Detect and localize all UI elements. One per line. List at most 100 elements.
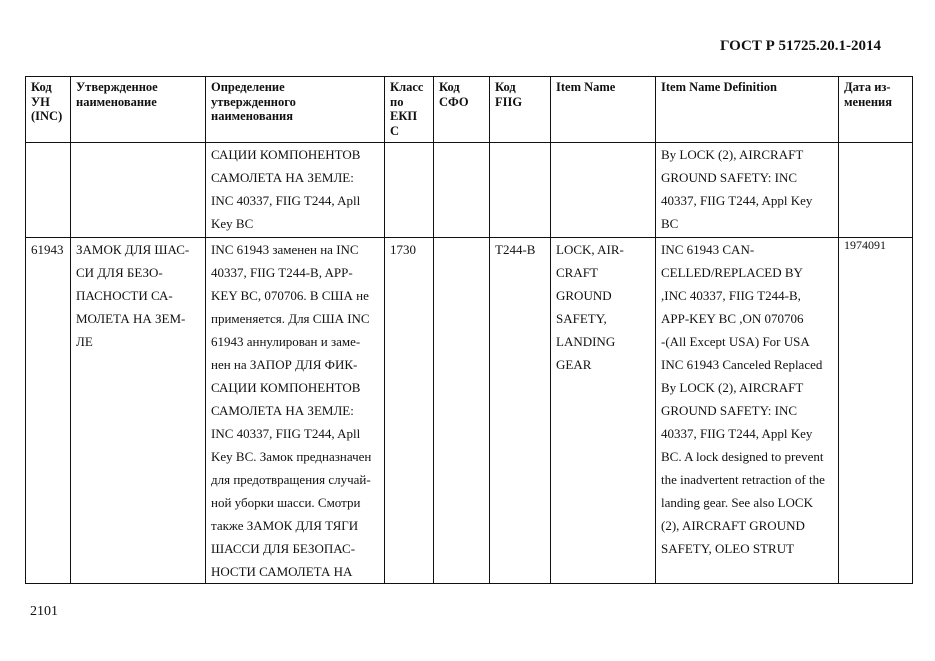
cell-change-date: 1974091: [838, 237, 913, 584]
cell-approved-name: ЗАМОК ДЛЯ ШАС- СИ ДЛЯ БЕЗО- ПАСНОСТИ СА- МО…: [70, 237, 206, 584]
cell-text: для предотвращения случай-: [211, 472, 371, 487]
cell-text: GEAR: [556, 357, 592, 372]
cell-text: INC 40337, FIIG T244, Apll: [211, 426, 361, 441]
header-text: СФО: [439, 94, 469, 109]
header-text: Код: [495, 80, 516, 94]
cell-text: САЦИИ КОМПОНЕНТОВ: [211, 147, 361, 162]
header-inc-code: Код УН (INC): [25, 76, 71, 143]
cell-text: INC 61943 CAN-: [661, 242, 755, 257]
header-text: ЕКП: [390, 109, 418, 123]
cell-class: 1730: [384, 237, 434, 584]
header-text: Класс: [390, 80, 424, 94]
header-sfo-code: Код СФО: [433, 76, 490, 143]
header-text: по: [390, 94, 404, 109]
cell-item-name-definition: By LOCK (2), AIRCRAFT GROUND SAFETY: INC 4…: [655, 142, 839, 238]
cell-text: KEY BC, 070706. В США не: [211, 288, 369, 303]
cell-text: INC 40337, FIIG T244, Apll: [211, 193, 361, 208]
cell-text: BC. A lock designed to prevent: [661, 449, 824, 464]
cell-item-name-definition: INC 61943 CAN- CELLED/REPLACED BY ,INC 403…: [655, 237, 839, 584]
cell-text: СИ ДЛЯ БЕЗО-: [76, 265, 163, 280]
cell-item-name: [550, 142, 656, 238]
header-text: УН: [31, 94, 50, 109]
cell-text: нен на ЗАПОР ДЛЯ ФИК-: [211, 357, 358, 372]
table-header-row: Код УН (INC) Утвержденное наименование Опреде…: [25, 76, 913, 143]
cell-text: САЦИИ КОМПОНЕНТОВ: [211, 380, 361, 395]
cell-text: SAFETY,: [556, 311, 607, 326]
header-text: Дата из-: [844, 80, 891, 94]
cell-text: GROUND: [556, 288, 612, 303]
cell-text: GROUND SAFETY: INC: [661, 170, 798, 185]
cell-text: 1730: [390, 242, 416, 257]
cell-name-definition: INC 61943 заменен на INC 40337, FIIG T244…: [205, 237, 385, 584]
cell-text: ной уборки шасси. Смотри: [211, 495, 361, 510]
cell-text: LANDING: [556, 334, 616, 349]
header-text: Определение: [211, 80, 285, 94]
cell-text: 40337, FIIG T244, Appl Key: [661, 426, 813, 441]
cell-sfo-code: [433, 142, 490, 238]
cell-text: By LOCK (2), AIRCRAFT: [661, 380, 804, 395]
cell-text: T244-B: [495, 242, 536, 257]
cell-text: ЛЕ: [76, 334, 93, 349]
cell-text: By LOCK (2), AIRCRAFT: [661, 147, 804, 162]
document-id: ГОСТ Р 51725.20.1-2014: [720, 38, 882, 54]
page-number: 2101: [30, 604, 58, 619]
cell-text: 61943 аннулирован и заме-: [211, 334, 361, 349]
cell-text: INC 61943 Canceled Replaced: [661, 357, 823, 372]
header-class: Класс по ЕКП С: [384, 76, 434, 143]
cell-text: INC 61943 заменен на INC: [211, 242, 359, 257]
cell-text: НОСТИ САМОЛЕТА НА: [211, 564, 353, 579]
cell-sfo-code: [433, 237, 490, 584]
cell-text: (2), AIRCRAFT GROUND: [661, 518, 805, 533]
cell-fiig-code: [489, 142, 551, 238]
cell-text: 61943: [31, 242, 64, 257]
cell-text: LOCK, AIR-: [556, 242, 624, 257]
header-text: Item Name Definition: [661, 80, 777, 94]
header-change-date: Дата из-менения: [838, 76, 913, 143]
cell-text: CELLED/REPLACED BY: [661, 265, 803, 280]
cell-class: [384, 142, 434, 238]
cell-text: САМОЛЕТА НА ЗЕМЛЕ:: [211, 170, 354, 185]
cell-text: the inadvertent retraction of the: [661, 472, 825, 487]
header-text: утвержденного: [211, 94, 296, 109]
cell-text: ПАСНОСТИ СА-: [76, 288, 173, 303]
header-text: (INC): [31, 109, 63, 123]
catalog-table: Код УН (INC) Утвержденное наименование Опреде…: [25, 76, 913, 584]
cell-text: также ЗАМОК ДЛЯ ТЯГИ: [211, 518, 359, 533]
header-item-name-definition: Item Name Definition: [655, 76, 839, 143]
cell-text: 1974091: [844, 238, 886, 252]
cell-text: 40337, FIIG T244-B, APP-: [211, 265, 353, 280]
header-text: наименования: [211, 109, 294, 123]
cell-text: САМОЛЕТА НА ЗЕМЛЕ:: [211, 403, 354, 418]
table-row: 61943 ЗАМОК ДЛЯ ШАС- СИ ДЛЯ БЕЗО- ПАСНОСТИ …: [25, 237, 913, 584]
cell-text: APP-KEY BC ,ON 070706: [661, 311, 804, 326]
cell-text: -(All Except USA) For USA: [661, 334, 810, 349]
header-text: FIIG: [495, 94, 523, 109]
header-text: Item Name: [556, 80, 616, 94]
cell-inc-code: [25, 142, 71, 238]
header-text: менения: [844, 94, 892, 109]
header-fiig-code: Код FIIG: [489, 76, 551, 143]
header-item-name: Item Name: [550, 76, 656, 143]
header-text: Утвержденное: [76, 80, 158, 94]
cell-text: 40337, FIIG T244, Appl Key: [661, 193, 813, 208]
cell-approved-name: [70, 142, 206, 238]
cell-text: SAFETY, OLEO STRUT: [661, 541, 795, 556]
header-text: Код: [31, 80, 52, 94]
cell-text: ШАССИ ДЛЯ БЕЗОПАС-: [211, 541, 356, 556]
cell-text: МОЛЕТА НА ЗЕМ-: [76, 311, 186, 326]
cell-text: Key BC: [211, 216, 254, 231]
cell-name-definition: САЦИИ КОМПОНЕНТОВ САМОЛЕТА НА ЗЕМЛЕ: INC 4…: [205, 142, 385, 238]
cell-text: Key BC. Замок предназначен: [211, 449, 372, 464]
cell-inc-code: 61943: [25, 237, 71, 584]
header-text: наименование: [76, 94, 157, 109]
header-text: С: [390, 123, 400, 138]
header-approved-name: Утвержденное наименование: [70, 76, 206, 143]
cell-item-name: LOCK, AIR- CRAFT GROUND SAFETY, LANDING GEAR: [550, 237, 656, 584]
cell-text: применяется. Для США INC: [211, 311, 370, 326]
cell-text: landing gear. See also LOCK: [661, 495, 813, 510]
cell-text: ,INC 40337, FIIG T244-B,: [661, 288, 801, 303]
cell-fiig-code: T244-B: [489, 237, 551, 584]
header-text: Код: [439, 80, 460, 94]
cell-change-date: [838, 142, 913, 238]
header-name-definition: Определение утвержденного наименования: [205, 76, 385, 143]
